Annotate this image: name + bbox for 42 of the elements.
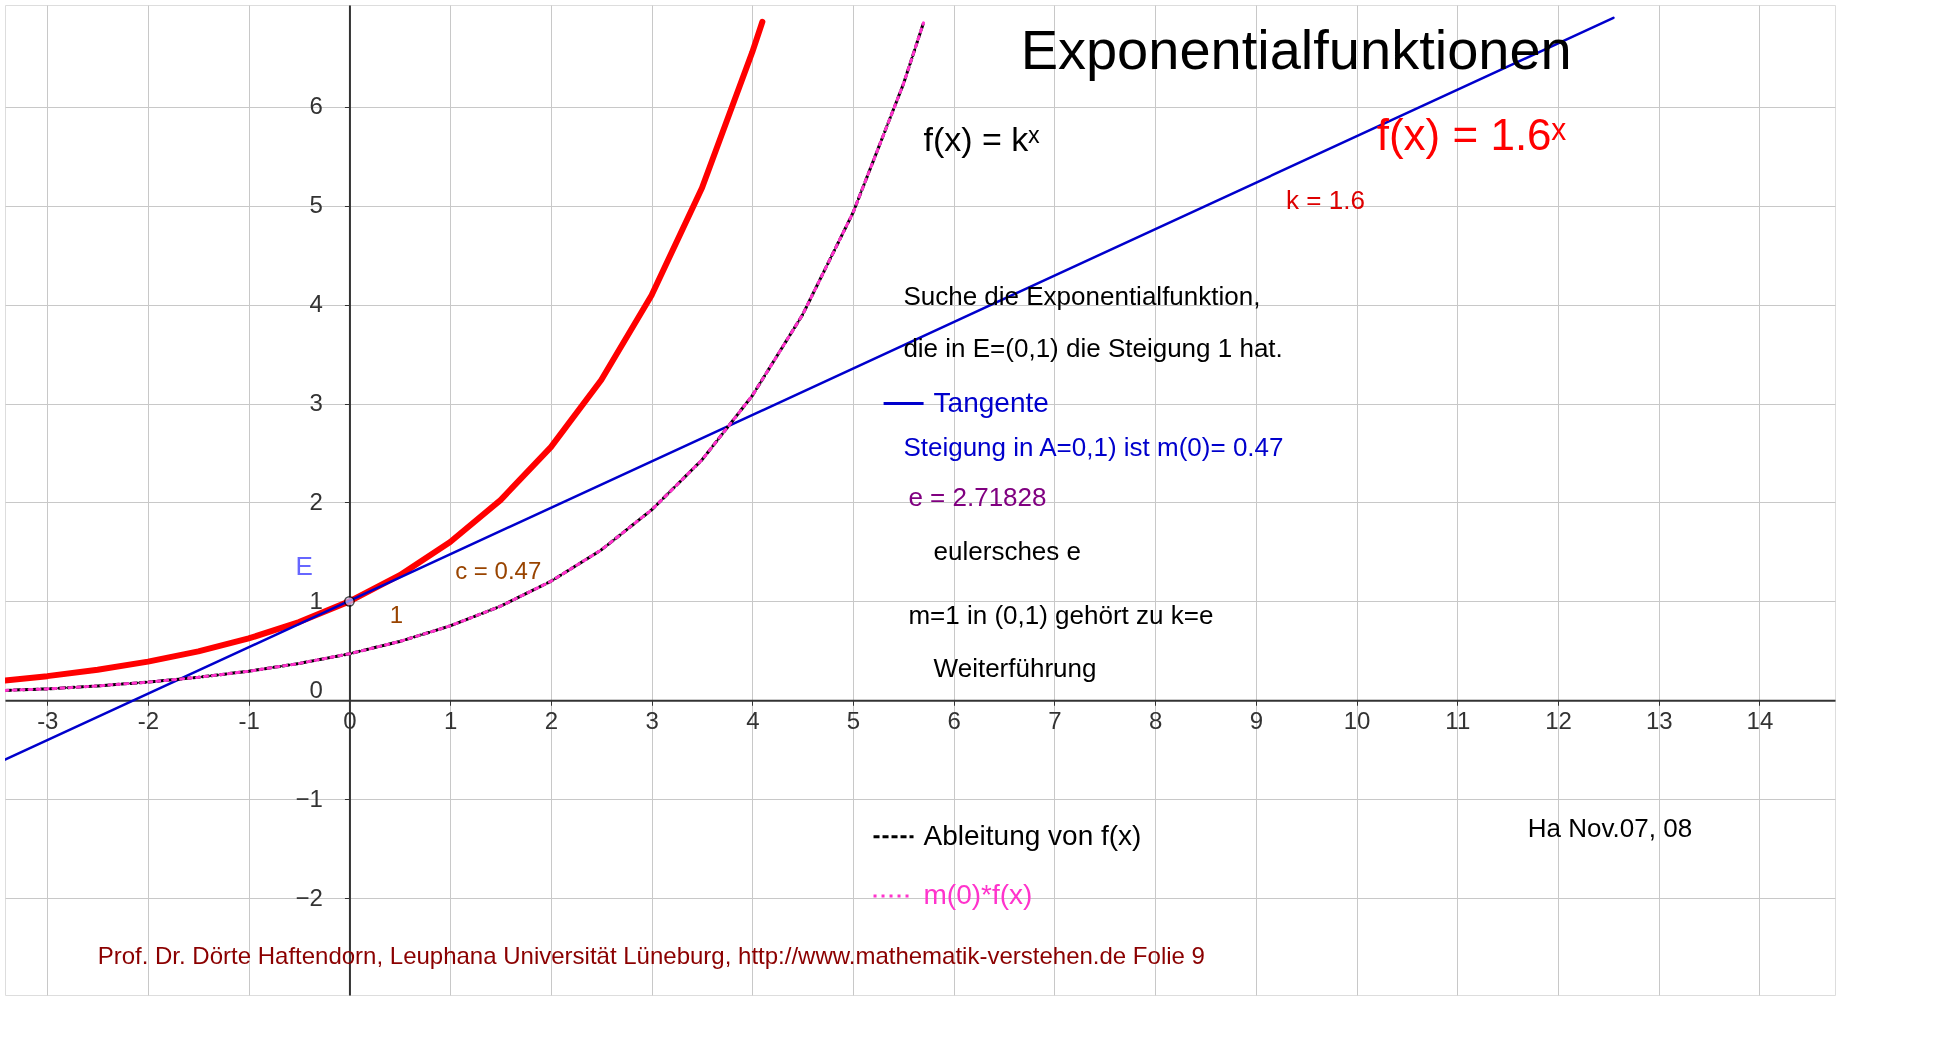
legend-label: Ableitung von f(x) xyxy=(923,819,1142,851)
y-tick-label: 0 xyxy=(309,675,323,703)
x-tick-label: 9 xyxy=(1249,706,1264,734)
x-tick-label: 1 xyxy=(443,706,458,734)
x-tick-label: -3 xyxy=(37,706,59,734)
x-tick-label: 6 xyxy=(947,706,961,734)
annotation: Ha Nov.07, 08 xyxy=(1527,812,1693,843)
annotation: c = 0.47 xyxy=(455,556,542,584)
y-tick-label: −1 xyxy=(295,784,323,812)
y-tick-label: 4 xyxy=(309,290,323,318)
x-tick-label: 3 xyxy=(645,706,659,734)
annotation: 1 xyxy=(389,601,404,629)
x-tick-label: 8 xyxy=(1148,706,1163,734)
y-tick-label: 2 xyxy=(309,487,323,515)
legend-label: Tangente xyxy=(933,386,1049,418)
annotation: k = 1.6 xyxy=(1286,184,1365,215)
x-tick-label: 5 xyxy=(846,706,861,734)
x-tick-label: 7 xyxy=(1048,706,1062,734)
x-tick-label: -1 xyxy=(238,706,260,734)
y-tick-label: 3 xyxy=(309,389,323,417)
annotation: m=1 in (0,1) gehört zu k=e xyxy=(908,600,1214,631)
annotation: E xyxy=(295,550,313,581)
x-tick-label: 14 xyxy=(1746,706,1774,734)
y-tick-label: −2 xyxy=(295,883,323,911)
annotation: eulersches e xyxy=(933,535,1082,566)
annotation: f(x) = kˣ xyxy=(923,120,1041,159)
y-tick-label: 6 xyxy=(309,92,323,120)
x-tick-label: 4 xyxy=(746,706,760,734)
x-tick-label: 12 xyxy=(1545,706,1572,734)
y-tick-label: 5 xyxy=(309,191,323,219)
x-tick-label: 10 xyxy=(1343,706,1371,734)
text: f(x) = 1.6ˣ xyxy=(1376,109,1567,159)
annotation: die in E=(0,1) die Steigung 1 hat. xyxy=(903,333,1283,364)
y-tick-label: 1 xyxy=(309,586,323,614)
x-tick-label: 11 xyxy=(1445,706,1471,734)
x-tick-label: 2 xyxy=(544,706,559,734)
x-tick-label: 13 xyxy=(1645,706,1673,734)
x-tick-label: -2 xyxy=(137,706,160,734)
annotation: Steigung in A=0,1) ist m(0)= 0.47 xyxy=(903,432,1284,463)
annotation: e = 2.71828 xyxy=(908,481,1047,512)
annotation: Weiterführung xyxy=(933,652,1097,683)
legend-label: m(0)*f(x) xyxy=(923,879,1033,911)
